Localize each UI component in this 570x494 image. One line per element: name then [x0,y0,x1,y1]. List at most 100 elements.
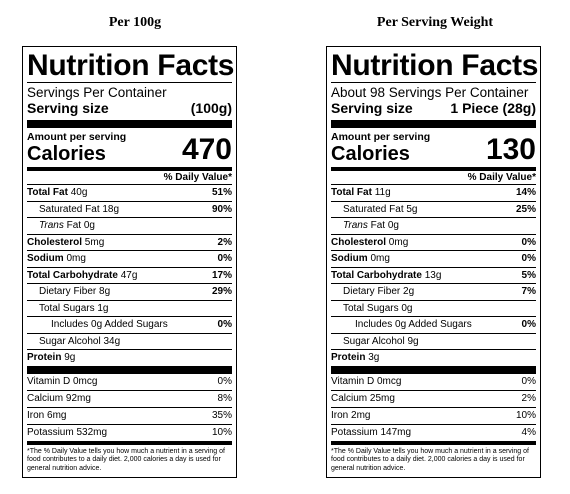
nutrient-name: Total Fat [331,187,372,198]
nutrient-daily-value: 0% [217,253,232,264]
nutrient-amount: 0mg [370,253,390,264]
nutrient-name: Trans [343,220,368,231]
vitamin-daily-value: 10% [211,426,232,438]
divider [331,120,536,128]
nutrient-name-suffix: Fat [370,220,386,231]
nutrient-row-dietary-fiber: Dietary Fiber 8g 29% [27,283,232,300]
divider [331,82,536,83]
vitamin-daily-value: 8% [217,392,232,404]
divider [27,440,232,445]
nutrient-amount: 13g [424,269,442,281]
nutrient-amount: 5mg [84,236,105,248]
nutrient-name: Cholesterol [331,236,387,248]
nutrient-amount: 9g [64,352,76,363]
vitamin-name: Iron 6mg [27,409,67,421]
vitamin-row-potassium: Potassium 532mg 10% [27,423,232,441]
calories-label: Calories [331,143,410,165]
nutrient-row-sodium: Sodium 0mg 0% [27,250,232,267]
nutrition-label-per-100g: Nutrition Facts Servings Per Container S… [22,46,237,478]
nutrient-amount: 9g [407,335,419,347]
nutrient-amount: 0mg [66,253,86,264]
vitamin-daily-value: 10% [515,409,536,421]
amount-per-serving: Amount per serving [27,131,127,143]
nutrient-daily-value: 0% [217,319,232,330]
vitamin-daily-value: 4% [521,426,536,438]
vitamin-row-vitamin-d: Vitamin D 0mcg 0% [27,374,232,390]
nutrient-row-protein: Protein 3g [331,349,536,366]
nutrient-amount: 0g [83,220,95,231]
nutrient-amount: 5g [406,203,418,215]
nutrient-name: Total Sugars [39,302,95,314]
nutrient-daily-value: 0% [521,319,536,330]
nutrient-daily-value: 5% [521,269,536,281]
nutrient-daily-value: 14% [515,187,536,198]
nutrient-row-sodium: Sodium 0mg 0% [331,250,536,267]
vitamin-row-calcium: Calcium 92mg 8% [27,389,232,407]
daily-value-header: % Daily Value* [163,172,232,183]
nutrient-row-total-carbohydrate: Total Carbohydrate 47g 17% [27,266,232,284]
nutrient-name: Protein [27,352,62,363]
nutrient-row-saturated-fat: Saturated Fat 18g 90% [27,200,232,218]
nutrient-amount: 2g [403,286,415,297]
nutrient-name: Protein [331,352,366,363]
nutrient-name: Includes 0g Added Sugars [51,319,168,330]
vitamin-row-iron: Iron 2mg 10% [331,406,536,424]
nutrient-row-cholesterol: Cholesterol 0mg 0% [331,233,536,251]
divider [331,440,536,445]
nutrient-name: Total Sugars [343,302,399,314]
divider [331,167,536,171]
nutrient-row-sugar-alcohol: Sugar Alcohol 9g [331,332,536,350]
vitamin-daily-value: 0% [217,375,232,387]
nutrient-daily-value: 2% [217,236,232,248]
vitamin-name: Calcium 25mg [331,392,395,404]
vitamin-name: Potassium 147mg [331,426,412,438]
nutrient-name: Total Fat [27,187,68,198]
nutrient-name: Includes 0g Added Sugars [355,319,472,330]
label-title: Nutrition Facts [331,49,539,82]
calories-row: Calories 130 [331,135,536,166]
calories-value: 470 [181,133,232,166]
servings-per-container: Servings Per Container [27,85,167,100]
nutrient-name: Sodium [331,253,368,264]
vitamin-daily-value: 35% [211,409,232,421]
nutrient-daily-value: 90% [211,203,232,215]
nutrient-daily-value: 29% [211,286,232,297]
vitamin-daily-value: 2% [521,392,536,404]
divider [27,167,232,171]
nutrient-daily-value: 25% [515,203,536,215]
nutrient-amount: 47g [120,269,138,281]
nutrient-row-cholesterol: Cholesterol 5mg 2% [27,233,232,251]
nutrient-name: Sugar Alcohol [39,335,101,347]
nutrient-amount: 40g [70,187,88,198]
daily-value-header: % Daily Value* [467,172,536,183]
divider [331,365,536,374]
amount-per-serving: Amount per serving [331,131,431,143]
nutrient-daily-value: 17% [211,269,232,281]
nutrient-name-suffix: Fat [66,220,82,231]
nutrient-name: Sugar Alcohol [343,335,405,347]
label-title: Nutrition Facts [27,49,235,82]
nutrient-amount: 34g [103,335,121,347]
nutrient-amount: 18g [102,203,120,215]
serving-size-label: Serving size [27,100,109,116]
nutrient-name: Dietary Fiber [39,286,97,297]
nutrient-row-trans-fat: Trans Fat 0g [27,217,232,234]
vitamin-name: Iron 2mg [331,409,371,421]
nutrient-name: Total Carbohydrate [331,269,422,281]
nutrient-row-saturated-fat: Saturated Fat 5g 25% [331,200,536,218]
divider [27,365,232,374]
vitamin-name: Calcium 92mg [27,392,91,404]
vitamin-row-vitamin-d: Vitamin D 0mcg 0% [331,374,536,390]
nutrient-row-protein: Protein 9g [27,349,232,366]
serving-size-value: (100g) [190,100,232,116]
serving-size-label: Serving size [331,100,413,116]
servings-per-container: About 98 Servings Per Container [331,85,529,100]
nutrient-daily-value: 7% [521,286,536,297]
nutrient-row-total-sugars: Total Sugars 1g [27,299,232,317]
vitamin-name: Vitamin D 0mcg [27,375,98,387]
vitamin-row-calcium: Calcium 25mg 2% [331,389,536,407]
nutrient-row-dietary-fiber: Dietary Fiber 2g 7% [331,283,536,300]
nutrient-amount: 8g [99,286,111,297]
nutrient-row-added-sugars: Includes 0g Added Sugars 0% [331,316,536,333]
column-heading-per-100g: Per 100g [108,15,162,30]
